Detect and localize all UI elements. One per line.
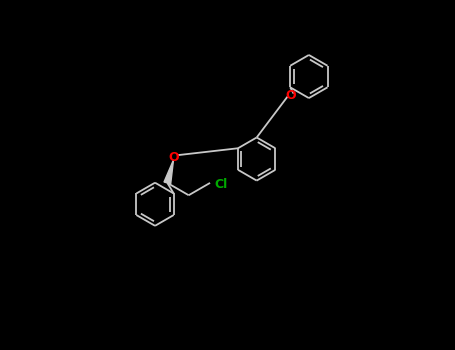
Polygon shape xyxy=(164,160,173,184)
Text: O: O xyxy=(168,151,179,164)
Text: O: O xyxy=(285,89,296,102)
Text: Cl: Cl xyxy=(214,178,227,191)
